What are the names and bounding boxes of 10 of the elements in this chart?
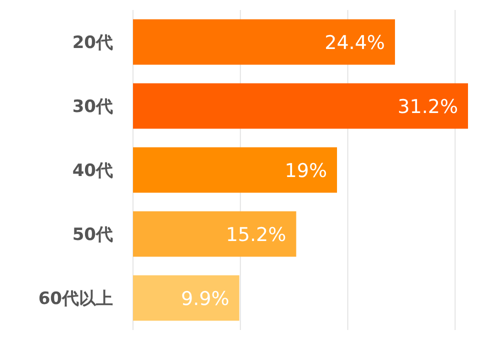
data-label: 24.4% [324, 32, 385, 54]
y-tick-label: 20代 [72, 33, 113, 53]
data-label: 31.2% [398, 96, 458, 118]
data-label: 9.9% [181, 288, 230, 310]
data-label: 15.2% [226, 224, 286, 246]
y-tick-label: 30代 [72, 97, 113, 117]
y-tick-label: 50代 [72, 225, 113, 245]
y-tick-label: 40代 [72, 161, 113, 181]
y-tick-label: 60代以上 [38, 289, 113, 309]
data-label: 19% [284, 160, 328, 182]
